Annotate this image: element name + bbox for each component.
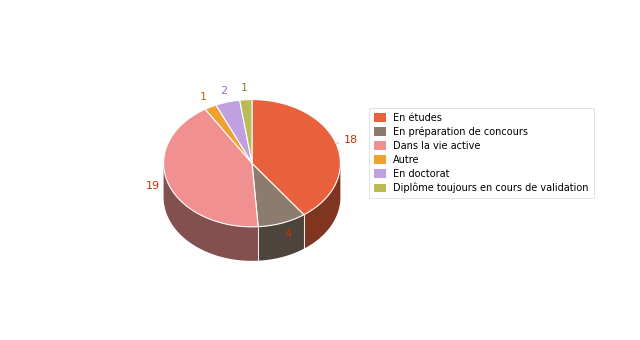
Text: 19: 19 xyxy=(146,182,172,191)
Text: 2: 2 xyxy=(220,86,228,104)
Polygon shape xyxy=(164,163,258,261)
Legend: En études, En préparation de concours, Dans la vie active, Autre, En doctorat, D: En études, En préparation de concours, D… xyxy=(369,108,594,198)
Text: 1: 1 xyxy=(200,92,212,109)
Polygon shape xyxy=(205,105,252,163)
Polygon shape xyxy=(304,163,340,249)
Polygon shape xyxy=(216,100,252,163)
Polygon shape xyxy=(252,163,304,227)
Text: 4: 4 xyxy=(281,221,291,239)
Text: 18: 18 xyxy=(332,135,358,145)
Polygon shape xyxy=(164,109,258,227)
Polygon shape xyxy=(240,100,252,163)
Polygon shape xyxy=(252,100,340,215)
Text: 1: 1 xyxy=(241,83,248,102)
Polygon shape xyxy=(258,215,304,261)
